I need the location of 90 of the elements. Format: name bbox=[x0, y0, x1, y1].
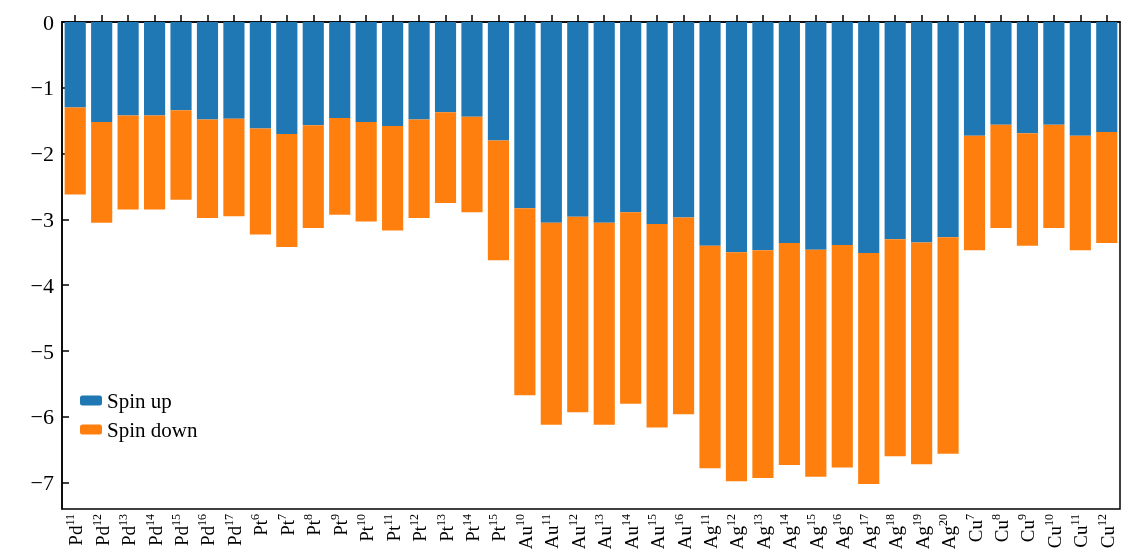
bar bbox=[990, 22, 1012, 125]
bar bbox=[593, 22, 615, 223]
bar bbox=[329, 118, 351, 215]
bar bbox=[778, 22, 800, 244]
bar bbox=[937, 237, 959, 454]
bar bbox=[858, 22, 880, 253]
bar bbox=[831, 22, 853, 246]
bar bbox=[64, 22, 86, 108]
bar bbox=[196, 22, 219, 120]
bar bbox=[276, 22, 298, 134]
bar bbox=[408, 119, 430, 219]
bar bbox=[1043, 124, 1065, 228]
bar bbox=[805, 249, 827, 477]
bar bbox=[1096, 22, 1118, 132]
bar bbox=[1016, 22, 1039, 134]
y-tick-label: 0 bbox=[43, 9, 54, 35]
bar bbox=[1096, 131, 1118, 244]
bar bbox=[1069, 22, 1091, 136]
bar bbox=[91, 122, 113, 223]
bar bbox=[91, 22, 113, 123]
bar bbox=[64, 107, 86, 195]
y-tick-label: −2 bbox=[30, 141, 54, 167]
bar bbox=[170, 110, 192, 200]
bar bbox=[355, 122, 377, 222]
bar bbox=[937, 22, 959, 238]
bar bbox=[620, 212, 642, 404]
bar bbox=[1043, 22, 1065, 125]
bar bbox=[1016, 133, 1039, 246]
bar bbox=[144, 22, 166, 116]
bar bbox=[699, 245, 721, 469]
bar bbox=[382, 22, 404, 126]
bar bbox=[144, 115, 166, 210]
bar bbox=[884, 239, 906, 457]
y-tick-label: −4 bbox=[30, 272, 54, 298]
bar bbox=[302, 125, 324, 228]
bar bbox=[117, 115, 139, 210]
bar bbox=[620, 22, 642, 213]
bar bbox=[593, 222, 615, 425]
bar bbox=[434, 22, 457, 113]
bar bbox=[1069, 135, 1091, 251]
bar bbox=[911, 22, 933, 243]
bar bbox=[249, 22, 271, 129]
bar bbox=[699, 22, 721, 246]
bar bbox=[540, 22, 562, 223]
bar bbox=[725, 252, 748, 482]
bar bbox=[170, 22, 192, 111]
bar bbox=[196, 119, 219, 219]
bar bbox=[858, 253, 880, 484]
y-tick-label: −6 bbox=[30, 404, 54, 430]
bar bbox=[884, 22, 906, 240]
bar bbox=[223, 22, 245, 119]
bar bbox=[408, 22, 430, 120]
bar bbox=[752, 22, 774, 251]
bar bbox=[329, 22, 351, 119]
bar bbox=[990, 124, 1012, 228]
bar bbox=[540, 222, 562, 425]
bar bbox=[487, 140, 510, 261]
y-tick-label: −1 bbox=[30, 75, 54, 101]
bar bbox=[752, 250, 774, 479]
bar bbox=[487, 22, 510, 141]
bar bbox=[646, 224, 668, 428]
bar bbox=[302, 22, 324, 126]
bar bbox=[382, 125, 404, 231]
bar bbox=[514, 208, 536, 396]
bar bbox=[831, 245, 853, 468]
bar bbox=[514, 22, 536, 209]
bar bbox=[461, 116, 483, 213]
legend-label: Spin down bbox=[107, 417, 198, 442]
y-tick-label: −3 bbox=[30, 206, 54, 232]
bar bbox=[673, 217, 695, 415]
bar bbox=[223, 118, 245, 217]
bar bbox=[673, 22, 695, 218]
legend-label: Spin up bbox=[107, 388, 172, 413]
bar bbox=[249, 128, 271, 235]
bar bbox=[805, 22, 827, 250]
bar bbox=[567, 22, 589, 217]
bar bbox=[434, 112, 457, 203]
bar bbox=[117, 22, 139, 116]
bar bbox=[276, 133, 298, 248]
bar bbox=[963, 22, 986, 136]
bar bbox=[461, 22, 483, 117]
bar bbox=[911, 242, 933, 465]
bar bbox=[646, 22, 668, 225]
bar bbox=[567, 216, 589, 413]
y-tick-label: −7 bbox=[30, 470, 54, 496]
bar bbox=[778, 243, 800, 465]
y-tick-label: −5 bbox=[30, 338, 54, 364]
bar bbox=[963, 135, 986, 251]
bar bbox=[355, 22, 377, 123]
bar bbox=[725, 22, 748, 253]
